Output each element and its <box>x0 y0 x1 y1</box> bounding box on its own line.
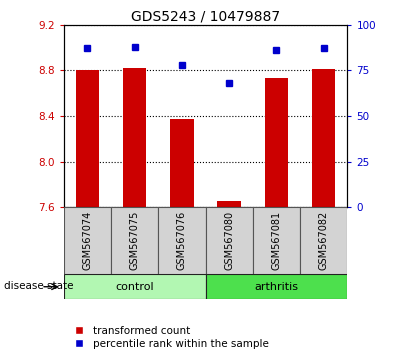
Text: disease state: disease state <box>4 281 74 291</box>
Bar <box>123 68 146 207</box>
Text: GSM567081: GSM567081 <box>271 211 282 270</box>
Bar <box>158 207 206 274</box>
Bar <box>217 201 241 207</box>
Text: GSM567082: GSM567082 <box>319 211 329 270</box>
Bar <box>76 70 99 207</box>
Bar <box>206 274 347 299</box>
Text: control: control <box>115 282 154 292</box>
Bar <box>111 207 158 274</box>
Text: GSM567080: GSM567080 <box>224 211 234 270</box>
Bar <box>64 207 111 274</box>
Bar <box>253 207 300 274</box>
Text: GSM567076: GSM567076 <box>177 211 187 270</box>
Bar <box>170 119 194 207</box>
Bar <box>312 69 335 207</box>
Bar <box>265 78 288 207</box>
Text: arthritis: arthritis <box>254 282 298 292</box>
Bar <box>300 207 347 274</box>
Bar <box>206 207 253 274</box>
Legend: transformed count, percentile rank within the sample: transformed count, percentile rank withi… <box>69 326 269 349</box>
Title: GDS5243 / 10479887: GDS5243 / 10479887 <box>131 10 280 24</box>
Text: GSM567075: GSM567075 <box>129 211 140 270</box>
Text: GSM567074: GSM567074 <box>82 211 92 270</box>
Bar <box>64 274 206 299</box>
